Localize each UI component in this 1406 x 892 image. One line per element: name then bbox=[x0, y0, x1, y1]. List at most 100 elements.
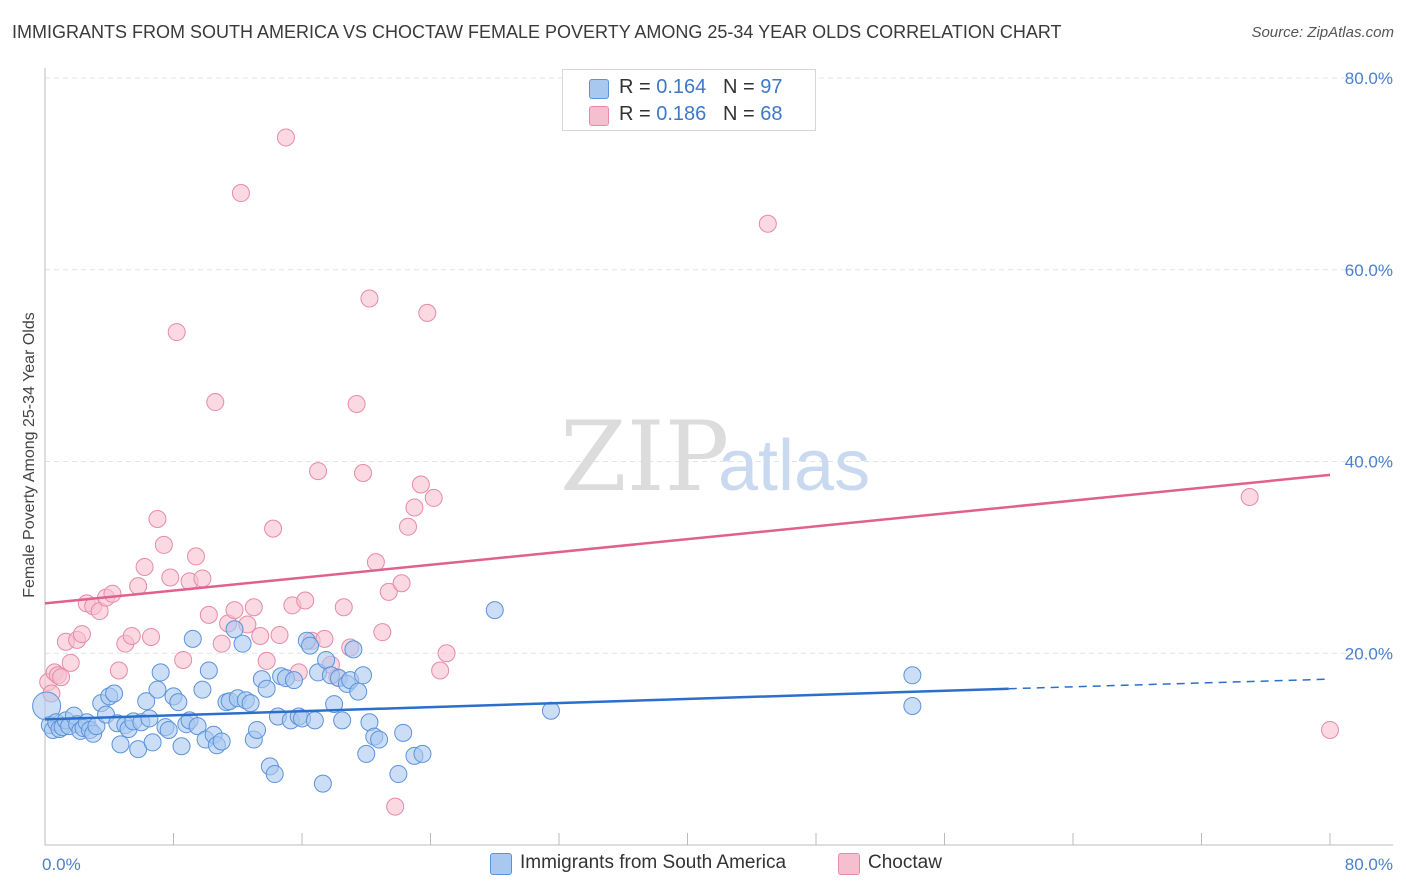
immigrants-point bbox=[325, 695, 344, 714]
choctaw-point bbox=[334, 598, 353, 617]
immigrants-point bbox=[903, 696, 922, 715]
choctaw-point bbox=[392, 574, 411, 593]
immigrants-point bbox=[212, 732, 231, 751]
immigrants-point bbox=[137, 692, 156, 711]
choctaw-point bbox=[386, 797, 405, 816]
bottom-legend-swatch-pink bbox=[838, 853, 860, 875]
choctaw-point bbox=[212, 634, 231, 653]
legend-n-value: 97 bbox=[760, 76, 783, 98]
choctaw-point bbox=[52, 668, 71, 687]
choctaw-point bbox=[758, 214, 777, 233]
y-tick-label: 20.0% bbox=[1345, 644, 1393, 663]
choctaw-point bbox=[1240, 487, 1259, 506]
legend-swatch-pink bbox=[589, 106, 609, 126]
choctaw-point bbox=[193, 569, 212, 588]
x-tick-label: 80.0% bbox=[1345, 855, 1393, 874]
trend-lines bbox=[44, 473, 1331, 721]
immigrants-point bbox=[394, 723, 413, 742]
immigrants-point bbox=[357, 744, 376, 763]
immigrants-trend-line bbox=[44, 687, 1009, 721]
choctaw-point bbox=[186, 547, 205, 566]
bottom-legend-label-choctaw: Choctaw bbox=[868, 852, 942, 873]
immigrants-point bbox=[172, 737, 191, 756]
immigrants-point bbox=[313, 774, 332, 793]
legend-n-label: N = bbox=[722, 103, 761, 125]
choctaw-point bbox=[225, 601, 244, 620]
immigrants-point bbox=[284, 671, 303, 690]
bottom-legend-label-immigrants: Immigrants from South America bbox=[520, 852, 787, 873]
y-axis-label: Female Poverty Among 25-34 Year Olds bbox=[21, 312, 38, 598]
immigrants-point bbox=[183, 629, 202, 648]
immigrants-point bbox=[305, 711, 324, 730]
immigrants-point bbox=[159, 720, 178, 739]
choctaw-trend-line bbox=[44, 473, 1331, 605]
choctaw-point bbox=[354, 464, 373, 483]
immigrants-point bbox=[111, 735, 130, 754]
choctaw-point bbox=[418, 303, 437, 322]
choctaw-point bbox=[437, 644, 456, 663]
choctaw-point bbox=[276, 128, 295, 147]
legend-text-immigrants: R = 0.164 N = 97 bbox=[619, 76, 782, 99]
choctaw-point bbox=[161, 568, 180, 587]
immigrants-point bbox=[151, 663, 170, 682]
legend-text-choctaw: R = 0.186 N = 68 bbox=[619, 103, 782, 126]
immigrants-point bbox=[248, 720, 267, 739]
immigrants-point bbox=[349, 682, 368, 701]
immigrants-point bbox=[265, 765, 284, 784]
choctaw-point bbox=[231, 184, 250, 203]
choctaw-point bbox=[431, 661, 450, 680]
choctaw-point bbox=[199, 605, 218, 624]
immigrants-point bbox=[317, 650, 336, 669]
choctaw-point bbox=[1321, 720, 1339, 739]
choctaw-point bbox=[72, 625, 91, 644]
choctaw-point bbox=[251, 626, 270, 645]
immigrants-point bbox=[485, 601, 504, 620]
immigrants-point bbox=[333, 711, 352, 730]
immigrants-trend-extension bbox=[1008, 678, 1331, 690]
legend-n-label: N = bbox=[722, 76, 761, 98]
choctaw-point bbox=[360, 289, 379, 308]
immigrants-point bbox=[140, 709, 159, 728]
choctaw-point bbox=[405, 498, 424, 517]
choctaw-point bbox=[379, 582, 398, 601]
immigrants-point bbox=[233, 634, 252, 653]
choctaw-point bbox=[373, 623, 392, 642]
y-tick-label: 40.0% bbox=[1345, 453, 1393, 472]
choctaw-point bbox=[109, 661, 128, 680]
choctaw-point bbox=[244, 598, 263, 617]
bottom-legend-swatch-blue bbox=[490, 853, 512, 875]
choctaw-point bbox=[135, 557, 154, 576]
choctaw-point bbox=[103, 584, 122, 603]
y-tick-label: 60.0% bbox=[1345, 261, 1393, 280]
legend-swatch-blue bbox=[589, 79, 609, 99]
choctaw-point bbox=[206, 393, 225, 412]
immigrants-point bbox=[193, 680, 212, 699]
choctaw-point bbox=[264, 519, 283, 538]
choctaw-point bbox=[366, 553, 385, 572]
choctaw-point bbox=[122, 626, 141, 645]
y-tick-label: 80.0% bbox=[1345, 69, 1393, 88]
immigrants-point bbox=[389, 765, 408, 784]
choctaw-point bbox=[148, 510, 167, 529]
legend-r-label: R = bbox=[619, 76, 657, 98]
immigrants-point bbox=[344, 640, 363, 659]
source-label: Source: ZipAtlas.com bbox=[1251, 24, 1394, 41]
immigrants-point bbox=[143, 733, 162, 752]
immigrants-point bbox=[541, 701, 560, 720]
immigrants-point bbox=[903, 666, 922, 685]
watermark-zip: ZIP bbox=[560, 401, 729, 513]
choctaw-point bbox=[257, 651, 276, 670]
immigrants-point bbox=[105, 684, 124, 703]
choctaw-point bbox=[296, 591, 315, 610]
chart-title: IMMIGRANTS FROM SOUTH AMERICA VS CHOCTAW… bbox=[12, 22, 1062, 42]
immigrants-point bbox=[199, 661, 218, 680]
immigrants-point bbox=[354, 666, 373, 685]
grid-lines bbox=[45, 77, 1393, 654]
immigrants-point bbox=[225, 620, 244, 639]
immigrants-point bbox=[148, 680, 167, 699]
legend-n-value: 68 bbox=[760, 103, 783, 125]
choctaw-point bbox=[424, 488, 443, 507]
legend-r-value: 0.186 bbox=[656, 103, 707, 125]
choctaw-point bbox=[270, 626, 289, 645]
